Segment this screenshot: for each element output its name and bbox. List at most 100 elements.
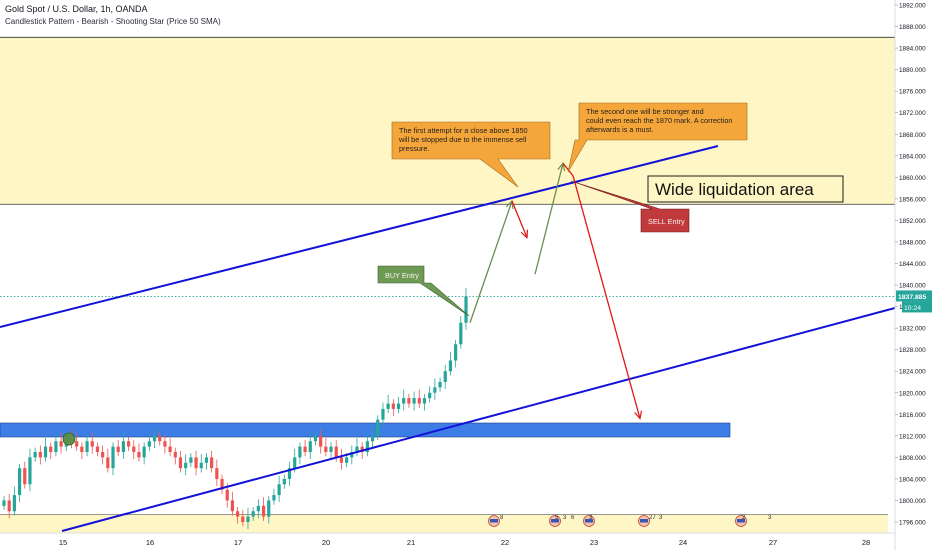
candle-body: [417, 398, 421, 404]
channel-lower-line: [61, 307, 896, 532]
projection-down-leg: [572, 175, 641, 419]
price-axis-bg: [895, 0, 932, 550]
candle-body: [454, 344, 458, 361]
candle-body: [38, 451, 42, 458]
candle-body: [23, 468, 27, 485]
event-count-label: 27: [649, 515, 656, 521]
candle-body: [355, 446, 359, 452]
price-axis-label: 1852.000: [899, 218, 926, 225]
candle-body: [189, 457, 193, 463]
price-axis-label: 1832.000: [899, 326, 926, 333]
candle-body: [293, 457, 297, 469]
candle-body: [194, 457, 198, 469]
price-axis-label: 1828.000: [899, 347, 926, 354]
countdown-label: 10:24: [904, 305, 921, 312]
symbol-title: Gold Spot / U.S. Dollar, 1h, OANDA: [5, 4, 148, 14]
price-axis-label: 1816.000: [899, 412, 926, 419]
candle-body: [412, 398, 416, 404]
callout-first-attempt-text: will be stopped due to the immense sell: [398, 135, 527, 144]
time-axis-label: 15: [59, 538, 67, 547]
price-axis-label: 1820.000: [899, 390, 926, 397]
candle-body: [17, 468, 22, 496]
candle-body: [386, 403, 390, 409]
candle-body: [428, 392, 432, 399]
candle-body: [43, 446, 48, 458]
candle-body: [443, 371, 447, 382]
candle-body: [85, 441, 89, 452]
candle-body: [230, 500, 235, 512]
current-price-tag: [896, 290, 932, 302]
event-count-label: 3: [659, 515, 663, 521]
candle-body: [246, 516, 250, 522]
candle-body: [80, 446, 84, 452]
candle-body: [402, 398, 406, 404]
event-count-label: 6: [571, 515, 575, 521]
candle-body: [334, 446, 338, 458]
channel-upper-line: [0, 145, 719, 328]
price-axis-label: 1872.000: [899, 110, 926, 117]
event-count-label: 5: [555, 515, 559, 521]
candle-body: [12, 495, 16, 512]
candle-body: [28, 457, 32, 485]
time-axis-label: 20: [322, 538, 330, 547]
candle-body: [49, 446, 53, 452]
support-zone: [0, 422, 731, 438]
candle-body: [54, 441, 58, 452]
projection-up-leg: [469, 200, 513, 323]
candle-body: [324, 446, 328, 452]
callout-second-attempt: The second one will be stronger andcould…: [567, 102, 748, 173]
event-count-label: 3: [563, 515, 567, 521]
sell-entry-shape: [570, 180, 690, 233]
candle-body: [448, 360, 453, 372]
event-count-label: 8: [500, 515, 504, 521]
event-count-label: 3: [768, 515, 772, 521]
price-axis-label: 1844.000: [899, 261, 926, 268]
candle-body: [116, 446, 120, 452]
zone-label-box: [647, 175, 844, 203]
candle-body: [163, 441, 167, 447]
marker-circle: [62, 432, 76, 446]
event-count-label: 3: [589, 515, 593, 521]
candle-body: [282, 478, 286, 485]
candle-body: [464, 296, 468, 323]
event-flag-stripe: [737, 519, 745, 523]
price-axis-label: 1808.000: [899, 455, 926, 462]
buy-entry-label: BUY Entry: [385, 271, 419, 280]
candle-body: [459, 322, 463, 345]
candle-body: [126, 441, 131, 447]
sell-entry-label: SELL Entry: [648, 217, 685, 226]
price-axis-label: 1888.000: [899, 24, 926, 31]
candle-body: [438, 381, 442, 388]
candle-body: [345, 457, 349, 463]
candle-body: [199, 462, 203, 469]
callout-first-attempt: The first attempt for a close above 1850…: [391, 121, 551, 188]
price-axis-label: 1824.000: [899, 369, 926, 376]
callout-second-attempt-text: The second one will be stronger and: [586, 107, 704, 116]
candle-body: [225, 489, 229, 501]
candle-body: [391, 403, 395, 409]
time-axis-label: 17: [234, 538, 242, 547]
candle-body: [210, 457, 214, 469]
candle-body: [277, 484, 281, 496]
time-axis-label: 23: [590, 538, 598, 547]
candle-body: [178, 457, 183, 469]
candle-body: [256, 505, 260, 512]
price-axis-label: 1856.000: [899, 196, 926, 203]
callout-first-attempt-text: pressure.: [399, 144, 429, 153]
candle-body: [381, 408, 385, 420]
price-axis-label: 1864.000: [899, 153, 926, 160]
candle-body: [376, 419, 380, 436]
candle-body: [267, 500, 271, 517]
current-price-label: 1837.885: [898, 294, 927, 301]
sell-entry-callout: SELL Entry: [570, 180, 690, 233]
candle-body: [158, 435, 162, 442]
candle-body: [75, 441, 79, 447]
candle-body: [215, 468, 219, 479]
price-axis-label: 1860.000: [899, 175, 926, 182]
candle-body: [319, 435, 323, 447]
event-flag-stripe: [585, 519, 593, 523]
candle-body: [142, 446, 146, 458]
candle-body: [298, 446, 302, 458]
candle-body: [407, 398, 411, 404]
